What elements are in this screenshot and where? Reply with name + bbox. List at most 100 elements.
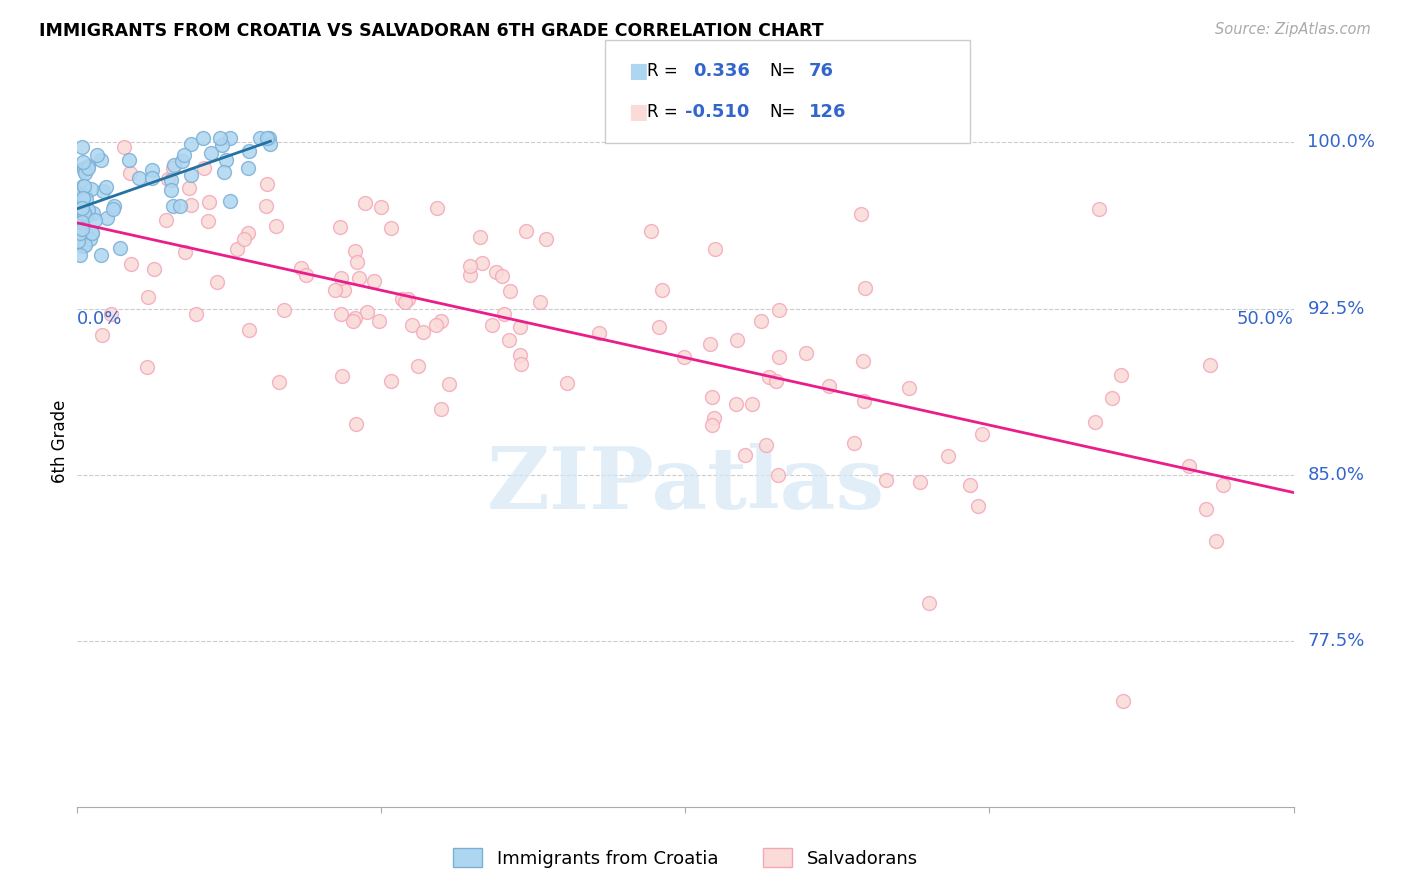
Point [82,206,104,220]
Point [156,172,179,186]
Point [842,436,865,450]
Text: 126: 126 [808,103,846,121]
Point [509,357,531,371]
Y-axis label: 6th Grade: 6th Grade [51,400,69,483]
Point [136,359,159,374]
Point [70,140,93,154]
Point [70,195,93,210]
Point [173,148,195,162]
Point [425,318,447,332]
Point [794,346,817,360]
Point [73,206,96,220]
Point [499,284,522,298]
Point [765,374,787,388]
Point [875,474,897,488]
Point [768,302,790,317]
Point [702,390,724,404]
Point [356,305,378,319]
Point [346,255,368,269]
Point [236,226,259,240]
Point [370,200,392,214]
Point [254,199,277,213]
Point [193,161,215,176]
Point [169,199,191,213]
Point [330,369,353,384]
Point [640,224,662,238]
Point [73,162,96,177]
Point [141,162,163,177]
Point [755,438,778,452]
Point [470,230,492,244]
Legend: Immigrants from Croatia, Salvadorans: Immigrants from Croatia, Salvadorans [446,841,925,875]
Point [970,426,993,441]
Point [72,239,94,253]
Text: 50.0%: 50.0% [1237,310,1294,328]
Point [1205,534,1227,549]
Point [1195,502,1218,516]
Point [380,375,402,389]
Point [70,194,93,209]
Point [264,219,287,233]
Point [155,213,177,227]
Point [342,313,364,327]
Point [363,274,385,288]
Point [898,381,921,395]
Point [491,268,513,283]
Point [90,153,112,167]
Point [749,314,772,328]
Point [439,377,461,392]
Point [430,402,453,417]
Point [853,281,876,295]
Point [86,148,108,162]
Point [1199,358,1222,372]
Text: R =: R = [647,103,678,121]
Point [290,260,312,275]
Point [918,596,941,610]
Point [853,394,876,409]
Point [498,334,520,348]
Point [651,283,673,297]
Point [75,192,97,206]
Point [353,195,375,210]
Point [72,155,94,169]
Point [1101,392,1123,406]
Point [273,302,295,317]
Text: N=: N= [769,62,796,79]
Point [75,209,97,223]
Point [77,159,100,173]
Point [70,201,93,215]
Point [67,234,90,248]
Point [128,171,150,186]
Point [73,161,96,175]
Point [177,181,200,195]
Point [330,307,353,321]
Point [1084,415,1107,429]
Point [69,226,91,240]
Point [766,467,789,482]
Point [160,173,183,187]
Point [673,350,696,364]
Text: 92.5%: 92.5% [1308,300,1365,318]
Point [485,265,508,279]
Text: ■: ■ [628,61,648,81]
Point [344,311,367,326]
Point [162,158,184,172]
Point [1109,368,1132,383]
Point [238,161,260,175]
Text: Source: ZipAtlas.com: Source: ZipAtlas.com [1215,22,1371,37]
Point [103,202,125,216]
Point [529,294,551,309]
Point [700,417,723,432]
Point [69,247,91,261]
Point [1177,459,1199,474]
Point [347,270,370,285]
Point [170,153,193,168]
Point [162,199,184,213]
Point [80,226,103,240]
Text: N=: N= [769,103,796,121]
Text: 100.0%: 100.0% [1308,133,1375,152]
Text: ZIPatlas: ZIPatlas [486,443,884,527]
Point [368,314,391,328]
Point [70,215,93,229]
Point [141,170,163,185]
